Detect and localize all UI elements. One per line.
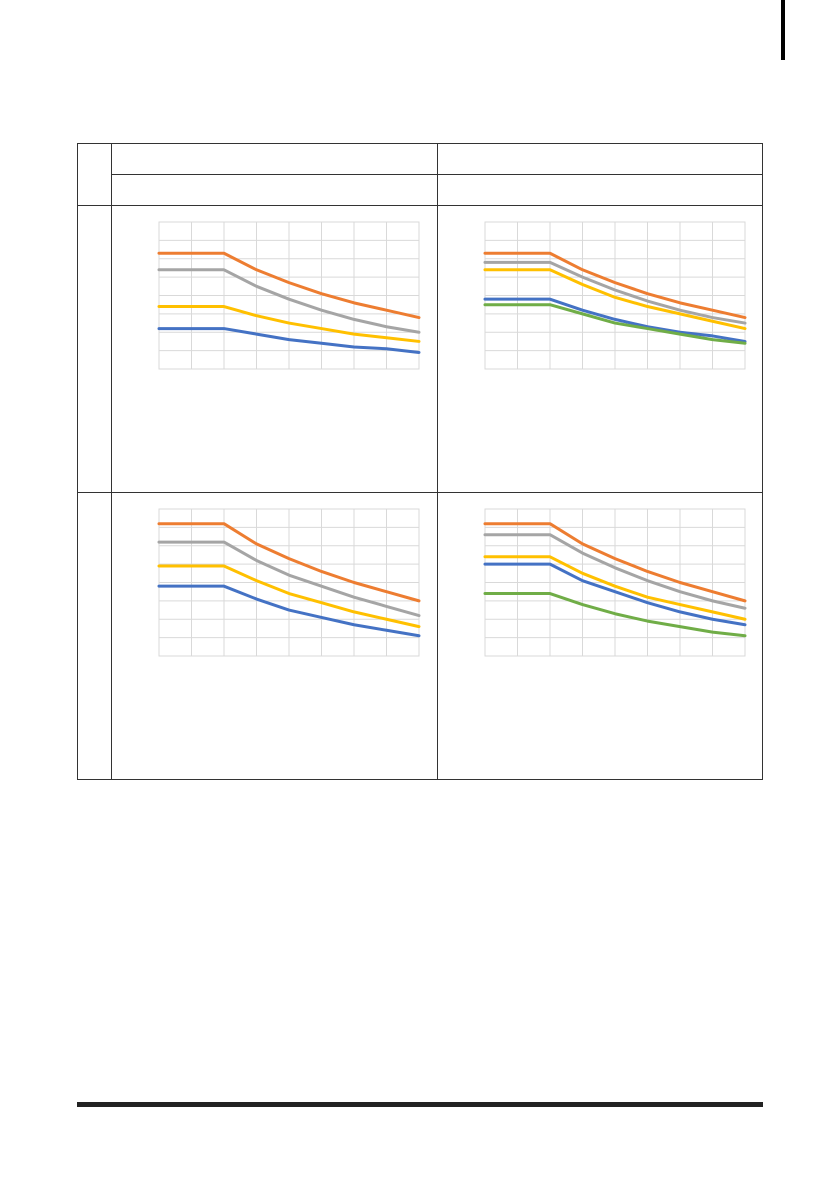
header-left-2 [111, 174, 438, 206]
chart-cell-2 [436, 205, 763, 493]
series-line-5 [483, 592, 746, 638]
page-edge-line [781, 0, 785, 60]
series-line-2 [157, 268, 421, 334]
series-line-2 [483, 533, 746, 610]
footer-rule [77, 1102, 763, 1107]
series-line-2 [483, 260, 746, 325]
series-line-4 [157, 584, 421, 638]
corner-cell [77, 143, 112, 206]
line-chart-1 [157, 221, 421, 370]
series-line-3 [483, 268, 746, 331]
header-left-1 [111, 143, 438, 175]
series-line-1 [483, 251, 746, 320]
series-line-2 [157, 540, 421, 618]
chart-cell-4 [436, 492, 763, 780]
series-line-1 [157, 522, 421, 603]
series-line-3 [157, 305, 421, 343]
series-line-4 [157, 327, 421, 354]
series-line-5 [483, 303, 746, 345]
series-line-4 [483, 562, 746, 627]
chart-cell-3 [111, 492, 438, 780]
chart-table [77, 143, 763, 780]
line-chart-2 [483, 221, 746, 370]
series-line-3 [483, 555, 746, 621]
line-chart-3 [157, 508, 421, 657]
line-chart-4 [483, 508, 746, 657]
series-line-4 [483, 297, 746, 343]
series-line-1 [483, 522, 746, 603]
header-right-2 [436, 174, 763, 206]
chart-cell-1 [111, 205, 438, 493]
row-label-2 [77, 492, 112, 780]
row-label-1 [77, 205, 112, 493]
series-line-3 [157, 564, 421, 629]
series-line-1 [157, 251, 421, 320]
header-right-1 [436, 143, 763, 175]
